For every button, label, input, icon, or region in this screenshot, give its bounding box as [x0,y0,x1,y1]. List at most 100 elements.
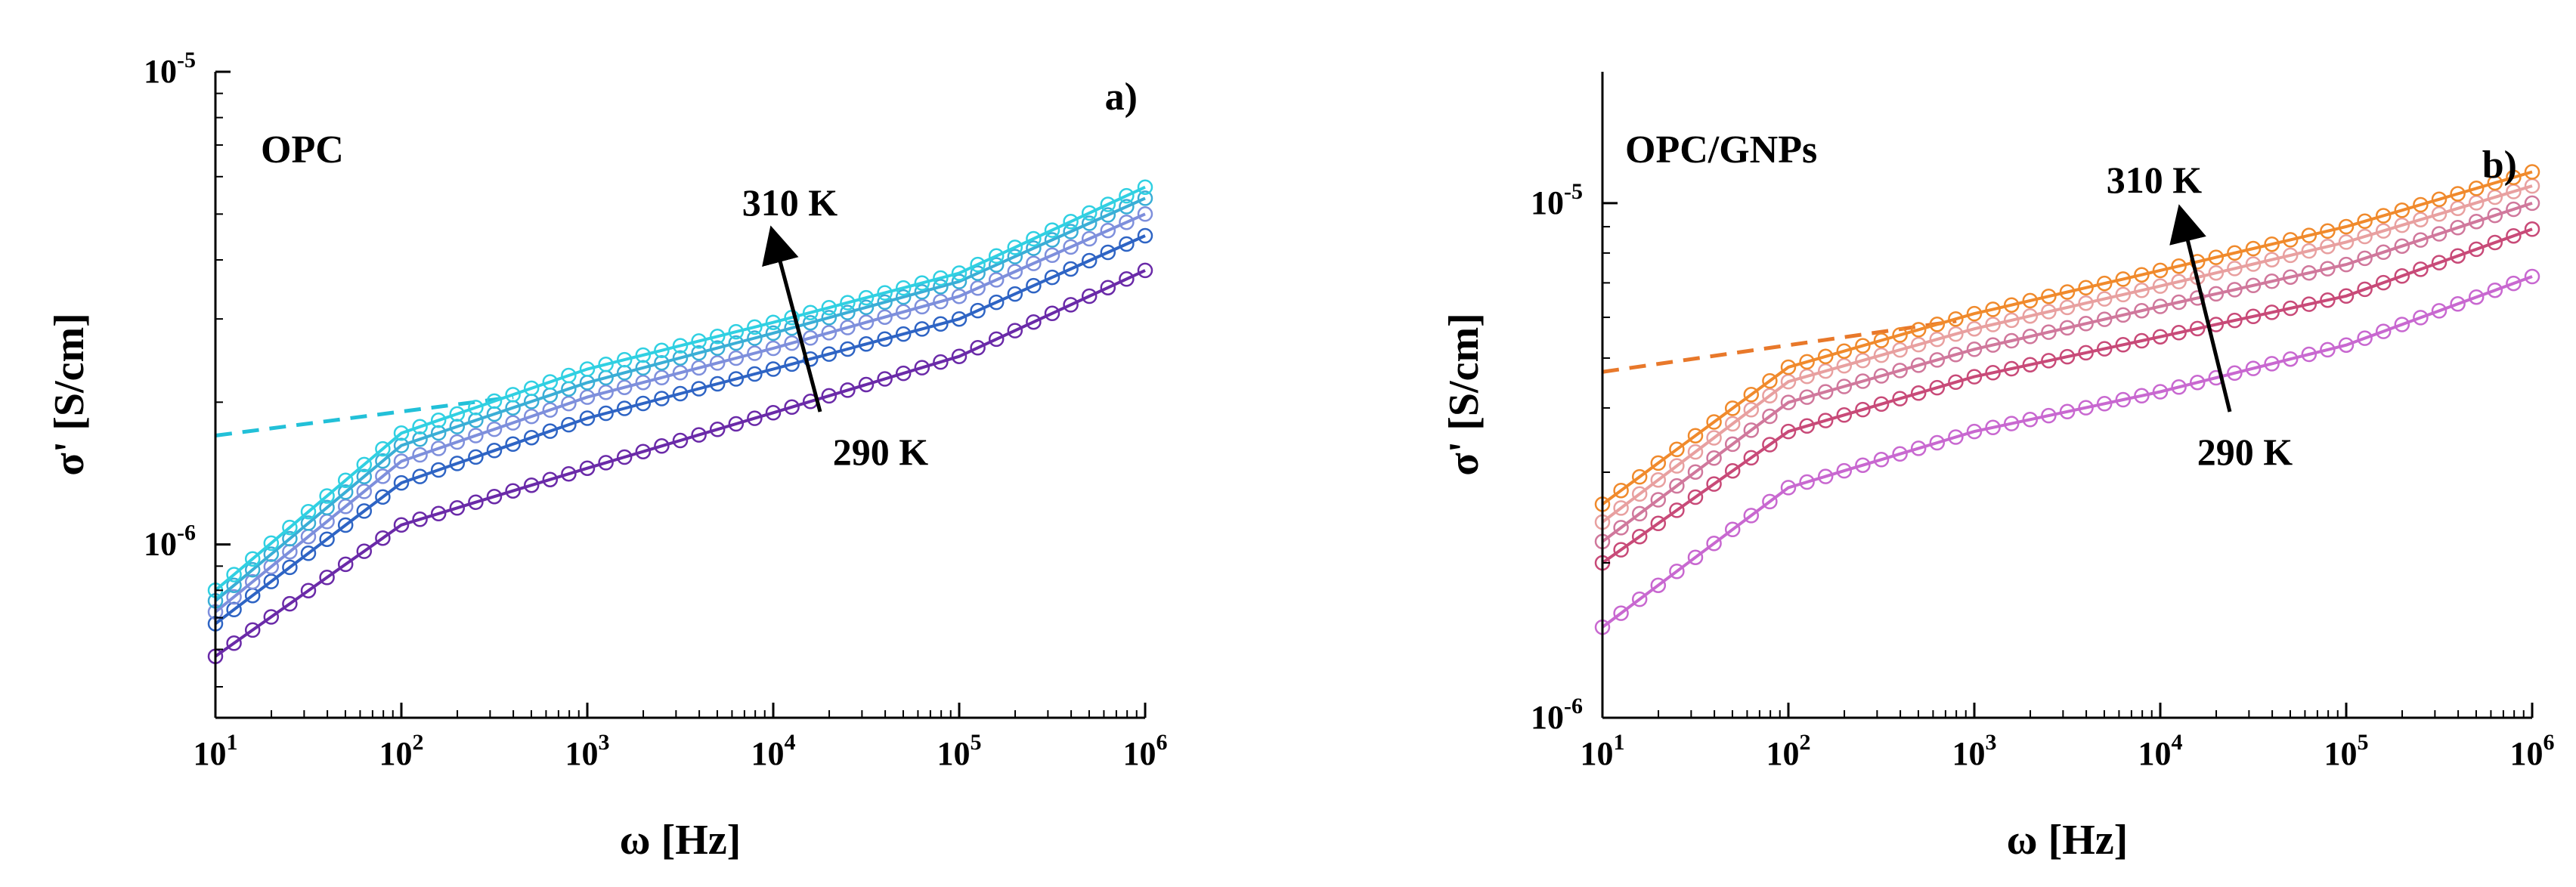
data-point [1873,368,1890,384]
data-point [1044,247,1060,264]
data-point [2320,261,2336,277]
data-point [1873,452,1890,468]
data-point [1007,286,1023,302]
data-point [1026,314,1042,330]
data-point [747,319,763,335]
data-point [2115,391,2132,408]
data-point [468,428,484,444]
series-line [214,185,1146,592]
series-300-k [207,206,1153,620]
data-point [244,561,261,578]
series-line [214,269,1146,658]
data-point [765,340,782,357]
x-tick-label: 106 [1123,730,1168,772]
data-point [2468,213,2485,230]
data-point [2394,268,2410,284]
data-point [1119,187,1135,204]
data-point [449,406,466,422]
data-point [2189,320,2206,337]
data-point [1855,373,1871,389]
data-point [598,384,614,400]
data-point [486,488,503,505]
data-point [2134,283,2150,298]
data-point [2431,255,2448,270]
x-tick-label: 104 [2138,730,2183,772]
data-point [1137,262,1153,279]
data-point [2301,243,2317,259]
data-point [616,379,633,395]
data-point [2431,206,2448,222]
chart-panel-b: 101 102 103 104 105 106 10-6 10-5 OPC/GNPs b) ω… [1441,72,2555,864]
data-point [747,410,763,426]
data-point [412,468,428,484]
data-point [2431,226,2448,242]
data-point [895,289,912,305]
data-point [356,503,373,519]
data-point [561,416,577,433]
data-point [2450,296,2466,312]
data-point [523,408,540,425]
data-point [1743,387,1760,403]
data-point [393,437,410,453]
data-point [728,350,745,366]
data-point [1892,391,1908,406]
chart-panel-a: 101 102 103 104 105 106 10-6 10-5 OPC a) ω [Hz]… [46,48,1168,864]
data-point [970,265,986,281]
temperature-arrow [2169,204,2232,413]
data-point [2375,223,2392,239]
data-point [1985,301,2001,317]
data-point [337,517,354,533]
data-point [1706,414,1722,430]
data-point [523,477,540,493]
series-310-k [1594,164,2540,512]
data-point [1985,419,2001,436]
data-point [672,385,689,402]
data-point [2524,164,2540,180]
data-point [375,489,391,505]
data-point [356,543,373,559]
data-point [765,405,782,421]
data-point [2245,360,2262,376]
data-point [319,531,335,547]
data-point [2227,245,2243,261]
data-point [635,395,652,412]
data-point [300,504,317,520]
data-point [449,434,466,450]
data-point [784,335,800,351]
sample-label: OPC/GNPs [1625,128,1817,172]
data-point [430,440,447,456]
data-point [523,429,540,446]
data-point [2394,238,2410,254]
data-point [877,294,893,311]
data-point [2078,316,2094,332]
series-line [1601,184,2533,524]
data-point [2152,278,2169,294]
data-point [2357,213,2373,230]
data-point [1948,311,1964,327]
data-point [2208,286,2225,302]
data-point [709,340,726,356]
data-point [840,382,856,398]
data-point [1948,429,1964,445]
data-point [933,316,949,332]
data-point [2487,282,2503,298]
data-point [691,381,707,397]
data-point [319,499,335,516]
data-point [654,354,670,371]
data-point [1137,190,1153,206]
data-point [2301,296,2317,312]
data-point [412,511,428,527]
data-point [1836,343,1853,359]
data-point [1762,372,1778,389]
data-point [2096,275,2113,292]
data-point [840,320,856,335]
data-point [1100,196,1116,212]
data-point [2096,341,2113,357]
data-point [2413,196,2429,213]
data-point [486,443,503,459]
data-point [2524,195,2540,212]
data-point [1855,352,1871,369]
data-point [914,321,930,337]
data-point [858,336,875,352]
dc-fit-line [215,395,514,437]
